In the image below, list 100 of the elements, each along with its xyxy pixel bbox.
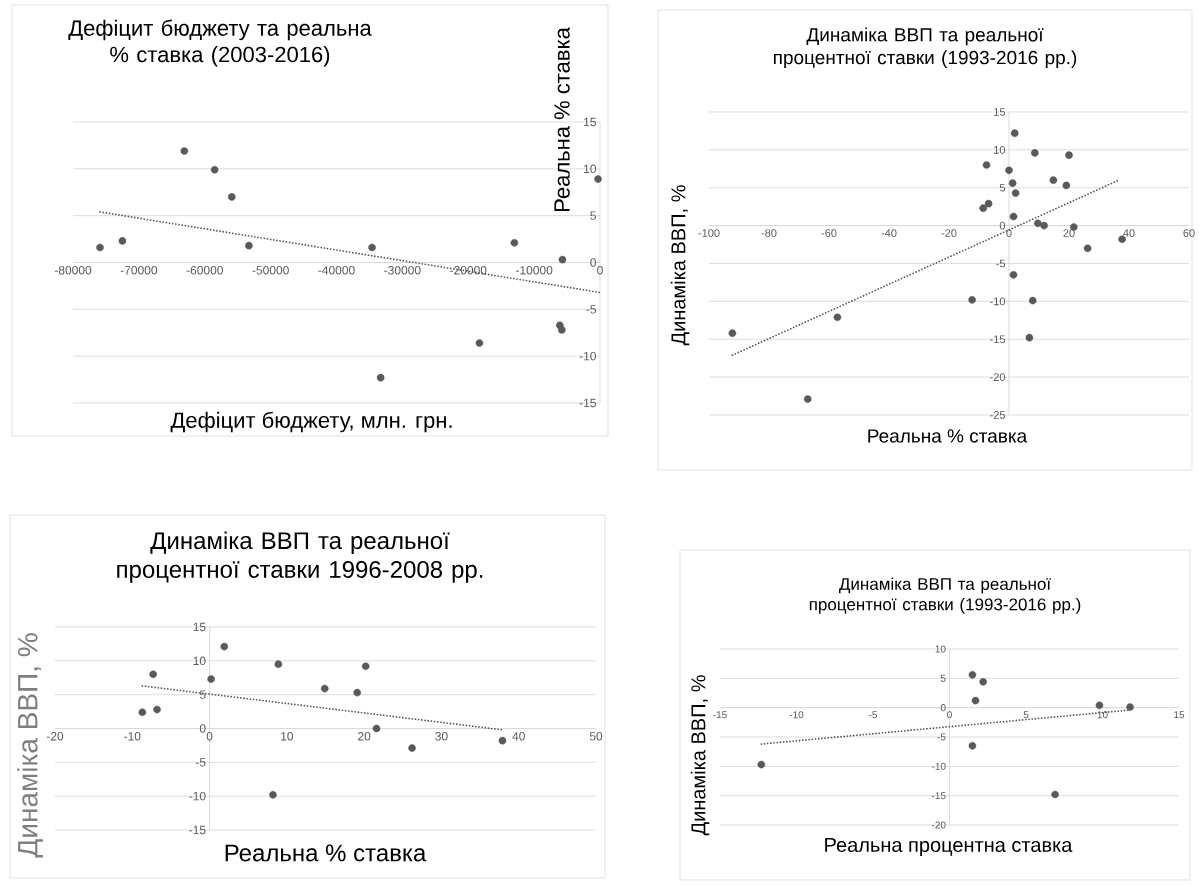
y-tick-label: 5	[940, 674, 946, 682]
point	[1010, 129, 1019, 137]
y-tick-label: -25	[990, 411, 1005, 419]
point	[1040, 221, 1048, 230]
point	[1008, 179, 1017, 187]
y-axis-title: Динаміка ВВП, %	[670, 185, 690, 346]
x-tick-label: -30000	[384, 266, 421, 275]
x-tick-label: -60000	[186, 266, 223, 275]
point	[968, 741, 977, 750]
x-tick-label: -20	[46, 732, 64, 741]
y-tick-label: 10	[584, 164, 597, 174]
x-tick-label: -10	[124, 732, 141, 741]
x-axis-title: Реальна % ставка	[868, 429, 1028, 443]
point	[833, 313, 842, 322]
point	[368, 243, 376, 252]
y-tick-label: 0	[590, 258, 597, 267]
point	[376, 373, 385, 382]
point	[1051, 790, 1059, 799]
point	[558, 255, 567, 264]
x-tick-label: 15	[1174, 711, 1185, 719]
point	[1062, 181, 1071, 190]
y-tick-label: 15	[994, 108, 1005, 116]
point	[1028, 296, 1037, 305]
y-tick-label: 0	[999, 221, 1006, 230]
y-tick-label: 10	[193, 656, 206, 666]
x-axis-title: Реальна процентна ставка	[825, 838, 1073, 856]
point	[1025, 333, 1034, 342]
y-tick-label: -15	[931, 792, 946, 800]
y-tick-label: 15	[193, 622, 206, 632]
y-tick-label: -5	[996, 259, 1005, 268]
point	[149, 670, 157, 679]
x-tick-label: -40000	[318, 266, 355, 275]
point	[979, 678, 987, 686]
point	[1065, 151, 1073, 159]
x-tick-label: -80000	[54, 266, 92, 275]
x-tick-label: 5	[1023, 711, 1029, 719]
point	[558, 326, 566, 334]
point	[361, 662, 370, 671]
point	[968, 671, 977, 679]
x-tick-label: -50000	[252, 266, 289, 275]
x-tick-label: -100	[698, 229, 720, 237]
y-tick-label: -10	[990, 297, 1006, 306]
y-tick-label: -10	[579, 351, 597, 361]
point	[372, 724, 381, 733]
point	[1011, 189, 1020, 197]
point	[498, 736, 507, 745]
point	[1083, 244, 1092, 253]
point	[153, 705, 161, 714]
x-tick-label: -80	[761, 229, 777, 237]
y-tick-label: -15	[189, 825, 206, 835]
y-tick-label: 0	[940, 704, 946, 712]
point	[971, 696, 980, 705]
point	[757, 760, 766, 769]
point	[982, 161, 991, 169]
point	[1034, 219, 1042, 228]
point	[118, 237, 127, 245]
y-tick-label: -5	[586, 305, 596, 314]
point	[220, 642, 229, 651]
y-tick-label: -15	[579, 398, 596, 408]
chart-title: Динаміка ВВП та реальної процентної ставки (1993-2016 рр.)	[809, 577, 1081, 614]
y-tick-label: 10	[994, 145, 1006, 154]
point	[210, 165, 219, 174]
point	[138, 708, 147, 717]
point	[269, 791, 277, 799]
y-tick-label: -5	[195, 758, 206, 767]
point	[1009, 271, 1018, 279]
y-tick-label: 5	[590, 211, 596, 220]
x-tick-label: -40	[881, 229, 897, 237]
y-tick-label: 5	[999, 183, 1005, 192]
y-axis-title: Динаміка ВВП, %	[17, 633, 43, 858]
y-tick-label: -10	[931, 762, 946, 770]
point	[979, 204, 988, 212]
point	[245, 241, 253, 250]
point	[1118, 235, 1126, 244]
point	[227, 193, 236, 201]
x-tick-label: -60	[821, 229, 837, 237]
y-tick-label: -15	[990, 335, 1005, 344]
point	[1126, 703, 1134, 711]
point	[1095, 701, 1104, 710]
point	[96, 243, 104, 252]
x-axis-title: Дефіцит бюджету, млн. грн.	[170, 411, 452, 433]
x-tick-label: 20	[358, 732, 371, 741]
x-tick-label: 10	[281, 732, 294, 741]
x-tick-label: -10000	[515, 266, 553, 275]
x-tick-label: 0	[206, 732, 213, 741]
point	[408, 744, 416, 752]
y-tick-label: 0	[199, 724, 206, 733]
point	[207, 675, 215, 683]
point	[984, 199, 993, 208]
point	[803, 395, 812, 403]
y-tick-label: 5	[199, 690, 206, 699]
y-tick-label: 15	[584, 117, 596, 127]
x-tick-label: 40	[512, 732, 525, 741]
chart-title: Дефіцит бюджету та реальна % ставка (2003-2016)	[68, 19, 372, 67]
x-axis-title: Реальна % ставка	[225, 844, 427, 862]
x-tick-label: -70000	[120, 266, 158, 275]
x-tick-label: 50	[589, 732, 603, 741]
point	[353, 688, 361, 697]
point	[594, 175, 602, 183]
chart-title: Динаміка ВВП та реальної процентної ставки 1996-2008 рр.	[117, 531, 483, 583]
